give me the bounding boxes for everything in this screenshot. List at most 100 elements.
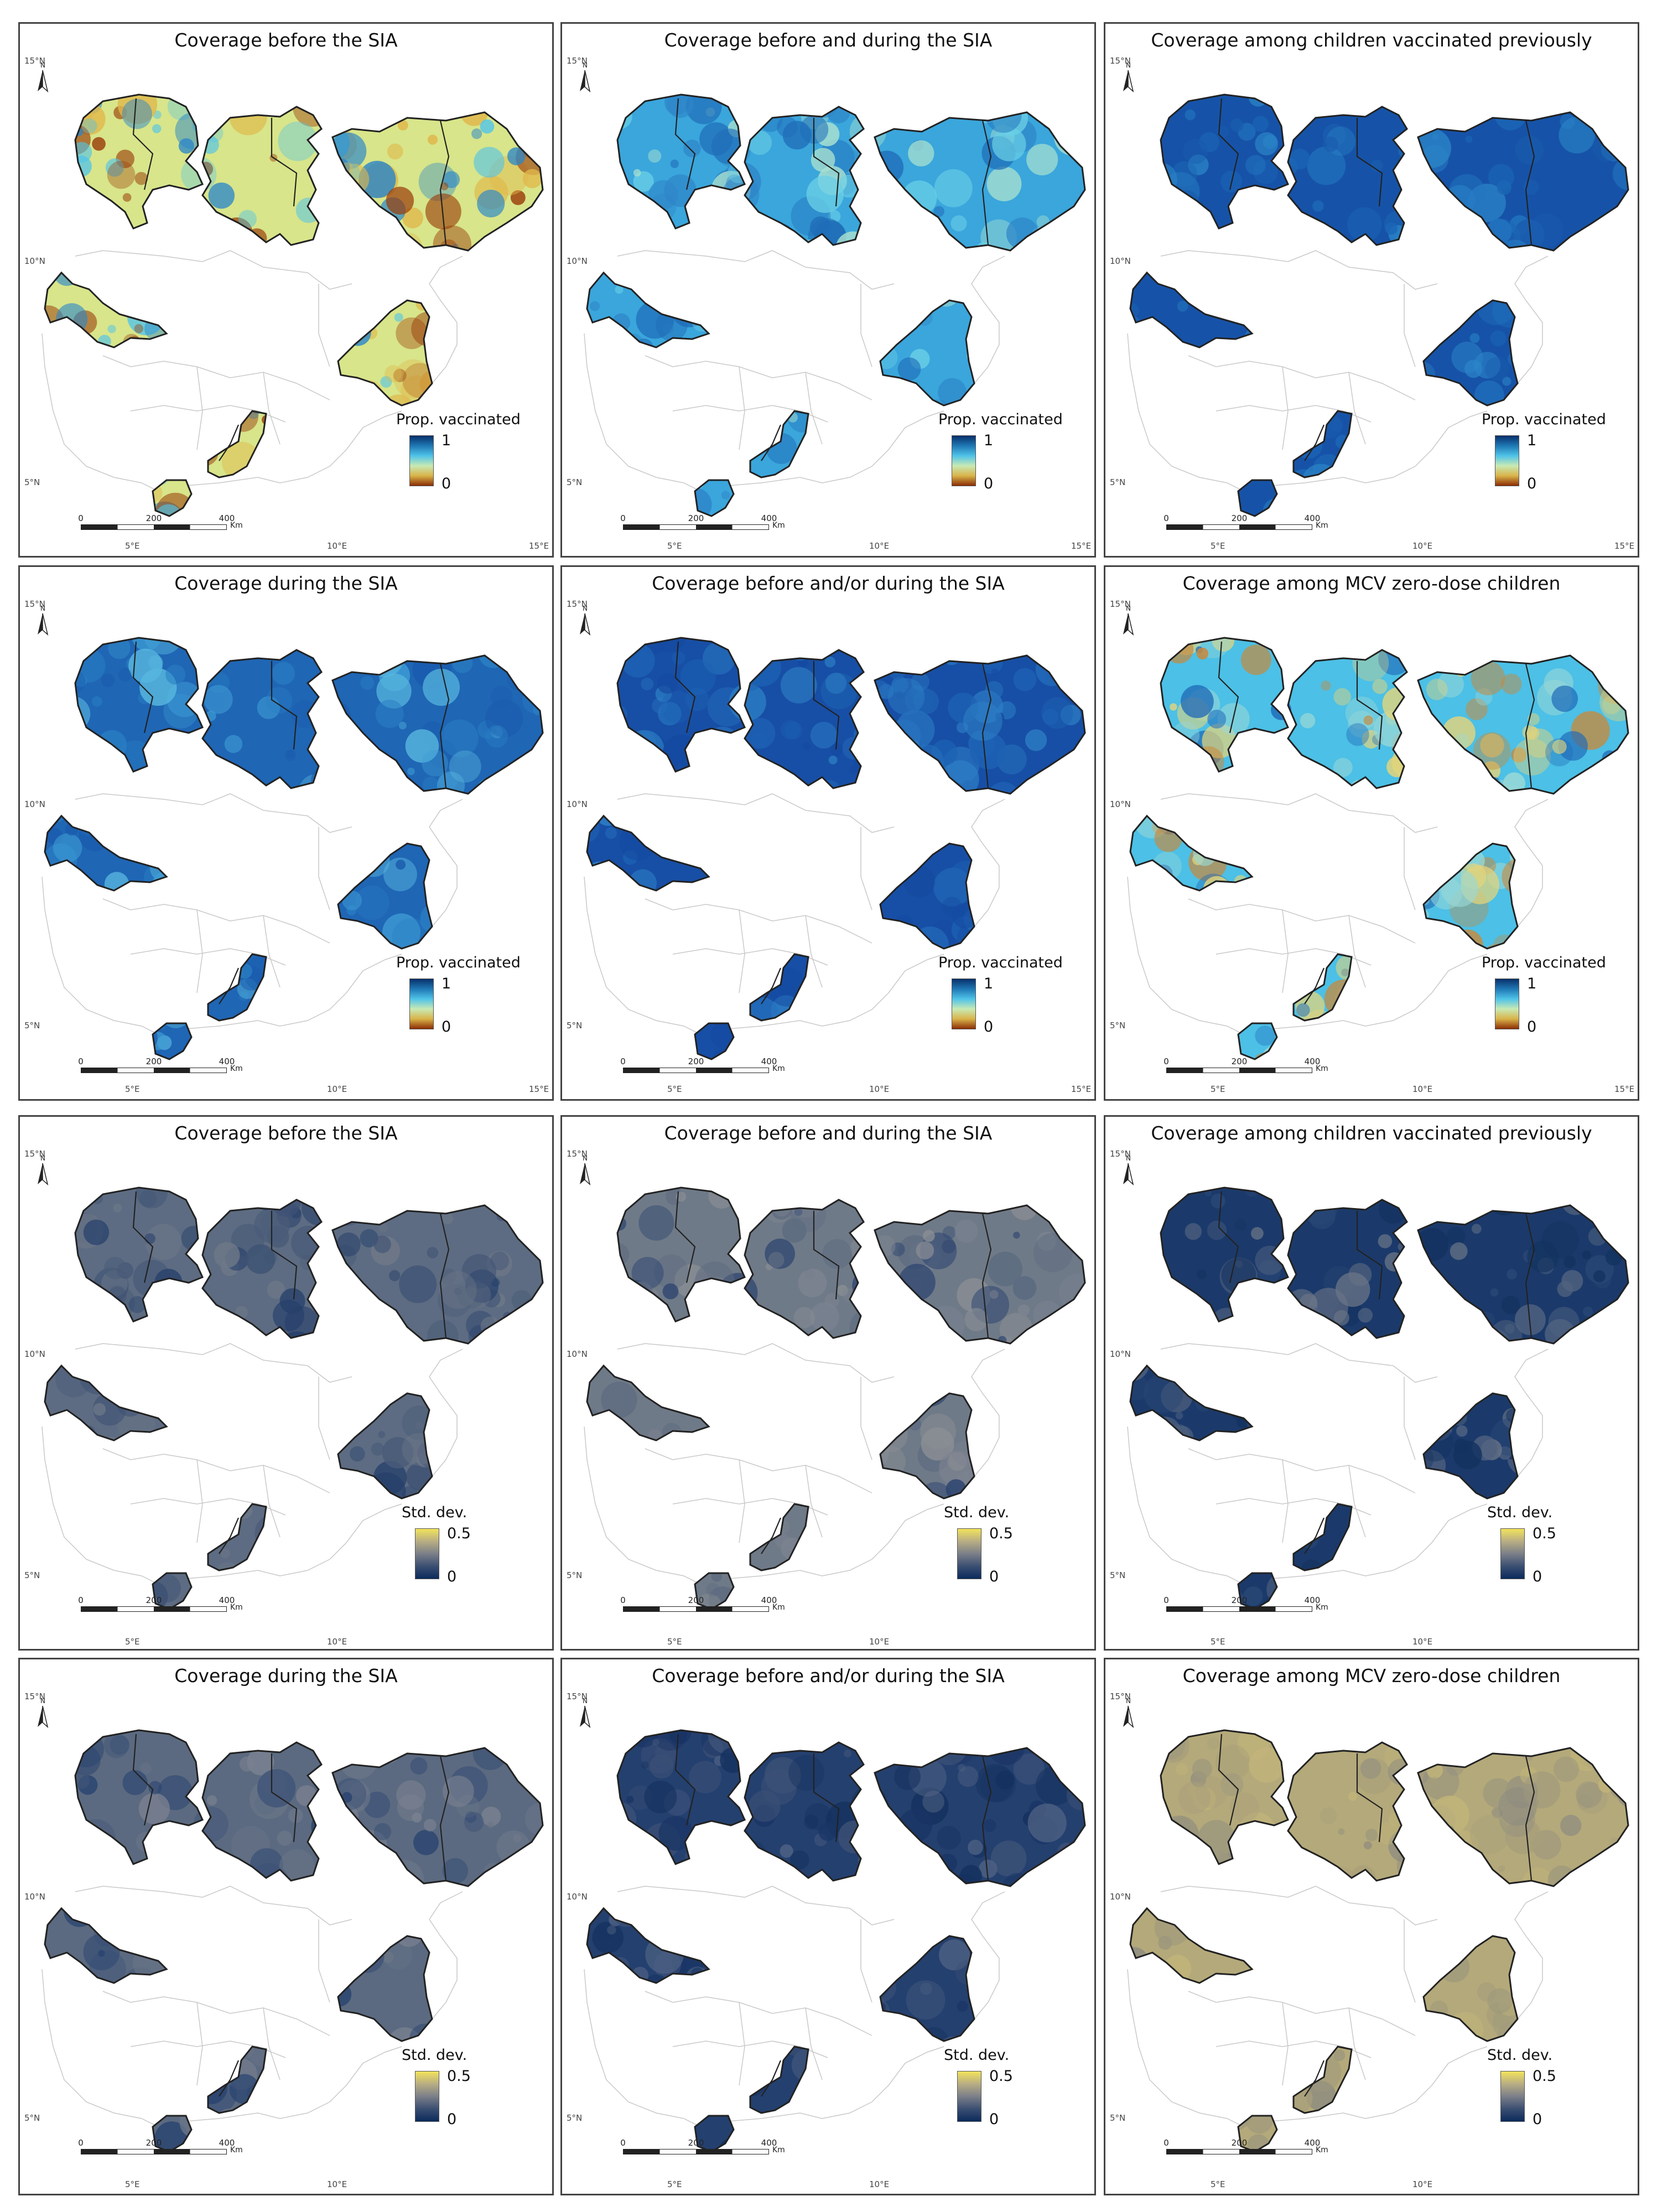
legend-min-label: 0 [989, 2111, 999, 2128]
scale-tick-label: 0 [78, 1595, 84, 1605]
state-boundaries [584, 1886, 1005, 2130]
legend-max-label: 1 [984, 975, 994, 992]
latitude-label: 5°N [1110, 477, 1126, 487]
legend-title: Std. dev. [402, 2047, 468, 2064]
state-boundaries [584, 250, 1005, 495]
map-canvas [584, 1729, 1086, 2153]
north-arrow-icon: N [1121, 61, 1135, 93]
color-legend: Prop. vaccinated 1 0 [938, 411, 1077, 499]
map-panel: Coverage among MCV zero-dose children N 15… [1104, 1658, 1639, 2195]
scale-bar: 0 200 400 Km [620, 1056, 785, 1084]
legend-color-ramp [952, 979, 976, 1029]
legend-min-label: 0 [1533, 2111, 1542, 2128]
scale-tick-label: 200 [688, 513, 704, 523]
latitude-label: 10°N [567, 799, 588, 809]
scale-tick-label: 400 [1304, 513, 1321, 523]
scale-tick-label: 400 [761, 1595, 777, 1605]
latitude-label: 10°N [567, 1349, 588, 1359]
legend-min-label: 0 [989, 1568, 999, 1585]
legend-max-label: 0.5 [447, 2068, 471, 2085]
north-label: N [583, 605, 588, 612]
latitude-label: 5°N [24, 1021, 40, 1030]
legend-min-label: 0 [984, 475, 994, 492]
north-arrow-icon: N [578, 605, 592, 637]
latitude-label: 5°N [567, 477, 583, 487]
scale-rule [81, 2149, 227, 2154]
latitude-label: 15°N [24, 599, 45, 609]
scale-tick-label: 400 [1304, 2138, 1321, 2148]
legend-title: Std. dev. [944, 1504, 1010, 1521]
scale-tick-label: 200 [146, 1056, 162, 1066]
scale-bar: 0 200 400 Km [1163, 513, 1328, 541]
scale-rule [623, 1606, 769, 1612]
scale-rule [81, 524, 227, 530]
scale-rule [623, 1068, 769, 1073]
legend-max-label: 1 [984, 432, 994, 449]
map-panel: Coverage before and during the SIA N 15°N 1… [560, 22, 1096, 558]
legend-title: Std. dev. [1487, 2047, 1553, 2064]
scale-tick-label: 0 [620, 1595, 626, 1605]
legend-min-label: 0 [447, 2111, 457, 2128]
latitude-label: 10°N [1110, 256, 1131, 266]
longitude-label: 5°E [1211, 1637, 1225, 1647]
scale-tick-label: 400 [761, 513, 777, 523]
latitude-label: 10°N [1110, 1892, 1131, 1902]
scale-tick-label: 400 [219, 1056, 235, 1066]
legend-color-ramp [1495, 435, 1519, 486]
latitude-label: 5°N [1110, 1570, 1126, 1580]
scale-tick-label: 0 [1163, 2138, 1169, 2148]
latitude-label: 5°N [567, 2113, 583, 2123]
longitude-label: 5°E [125, 1637, 140, 1647]
latitude-label: 15°N [567, 1149, 588, 1159]
region-outlines [1129, 637, 1629, 1060]
scale-bar: 0 200 400 Km [78, 513, 243, 541]
color-legend: Prop. vaccinated 1 0 [396, 954, 534, 1043]
latitude-label: 5°N [24, 1570, 40, 1580]
legend-title: Prop. vaccinated [1482, 411, 1606, 428]
longitude-label: 5°E [667, 2179, 682, 2189]
panel-title: Coverage before and/or during the SIA [652, 1665, 1005, 1687]
north-arrow-icon: N [578, 61, 592, 93]
latitude-label: 10°N [1110, 799, 1131, 809]
region-outlines [586, 93, 1086, 517]
longitude-label: 10°E [869, 541, 890, 551]
legend-color-ramp [957, 1528, 981, 1579]
north-arrow-icon: N [35, 1154, 50, 1186]
map-canvas [1127, 1729, 1629, 2153]
scale-tick-label: 0 [1163, 1056, 1169, 1066]
legend-color-ramp [409, 435, 434, 486]
scale-tick-label: 400 [219, 513, 235, 523]
scale-unit: Km [230, 2146, 243, 2154]
longitude-label: 10°E [1412, 541, 1433, 551]
scale-tick-label: 0 [78, 513, 84, 523]
legend-min-label: 0 [447, 1568, 457, 1585]
legend-max-label: 0.5 [989, 1525, 1013, 1542]
legend-title: Std. dev. [944, 2047, 1010, 2064]
latitude-label: 15°N [567, 1691, 588, 1701]
legend-title: Prop. vaccinated [396, 411, 521, 428]
latitude-label: 10°N [24, 1892, 45, 1902]
longitude-label: 10°E [1412, 1637, 1433, 1647]
map-canvas [41, 1186, 544, 1610]
map-canvas [1127, 93, 1629, 517]
latitude-label: 15°N [567, 56, 588, 66]
longitude-label: 5°E [125, 1084, 140, 1094]
scale-bar: 0 200 400 Km [1163, 1056, 1328, 1084]
scale-tick-label: 400 [1304, 1595, 1321, 1605]
scale-bar: 0 200 400 Km [78, 1056, 243, 1084]
color-legend: Std. dev. 0.5 0 [1487, 2047, 1625, 2135]
scale-unit: Km [230, 1064, 243, 1073]
scale-tick-label: 400 [219, 2138, 235, 2148]
longitude-label: 15°E [529, 541, 549, 551]
region-outlines [1129, 93, 1629, 517]
scale-unit: Km [1316, 521, 1328, 530]
longitude-label: 10°E [1412, 2179, 1433, 2189]
legend-max-label: 0.5 [989, 2068, 1013, 2085]
scale-unit: Km [230, 521, 243, 530]
region-outlines [1129, 1186, 1629, 1610]
scale-tick-label: 400 [1304, 1056, 1321, 1066]
color-legend: Std. dev. 0.5 0 [1487, 1504, 1625, 1592]
panel-title: Coverage before the SIA [174, 1122, 398, 1144]
legend-color-ramp [1500, 1528, 1525, 1579]
